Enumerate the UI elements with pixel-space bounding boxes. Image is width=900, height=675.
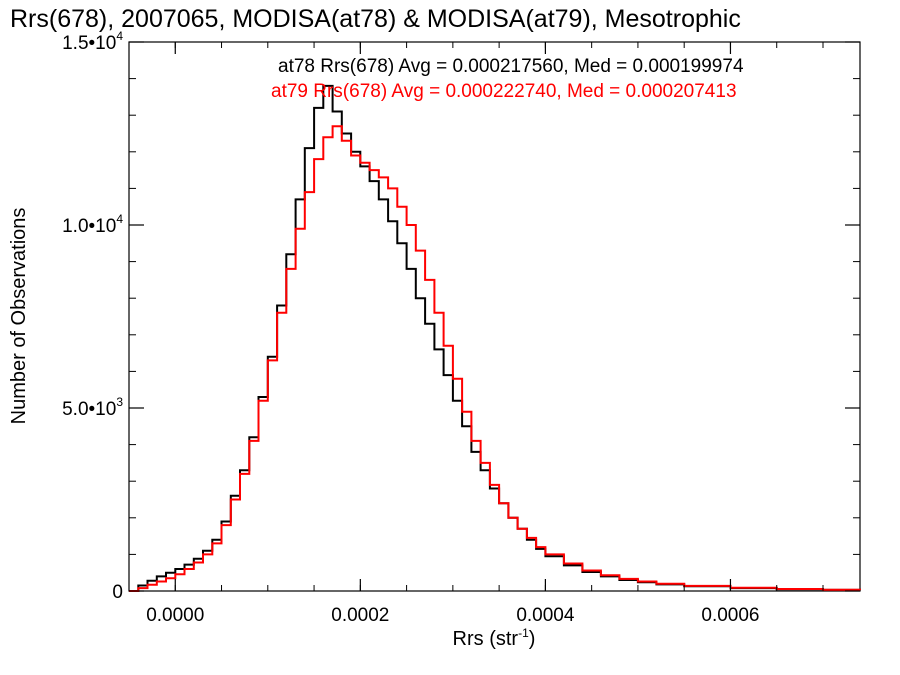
series-line-at79 — [129, 125, 861, 592]
y-tick-labels: 0 5.0•103 1.0•104 1.5•104 — [62, 29, 123, 603]
x-axis-label: Rrs (str-1) — [453, 626, 536, 650]
y-tick-label: 5.0•103 — [62, 395, 123, 420]
x-tick-label: 0.0000 — [146, 605, 204, 626]
y-axis-label: Number of Observations — [8, 208, 30, 425]
plot-frame — [128, 41, 861, 592]
legend-entry-at79: at79 Rrs(678) Avg = 0.000222740, Med = 0… — [271, 81, 737, 102]
x-tick-label: 0.0004 — [516, 605, 575, 626]
x-tick-marks — [128, 42, 824, 591]
chart-title: Rrs(678), 2007065, MODISA(at78) & MODISA… — [10, 5, 741, 33]
x-tick-labels: 0.0000 0.0002 0.0004 0.0006 — [146, 605, 759, 626]
y-tick-label: 0 — [112, 582, 123, 603]
plot-area — [128, 41, 861, 592]
x-tick-label: 0.0006 — [701, 605, 759, 626]
y-tick-label: 1.0•104 — [62, 212, 123, 237]
y-tick-marks — [129, 41, 860, 592]
series-layer — [129, 84, 861, 592]
x-tick-label: 0.0002 — [331, 605, 389, 626]
series-line-at78 — [129, 84, 861, 592]
y-tick-label: 1.5•104 — [62, 29, 123, 54]
legend-entry-at78: at78 Rrs(678) Avg = 0.000217560, Med = 0… — [278, 56, 744, 77]
legend: at78 Rrs(678) Avg = 0.000217560, Med = 0… — [271, 56, 744, 102]
